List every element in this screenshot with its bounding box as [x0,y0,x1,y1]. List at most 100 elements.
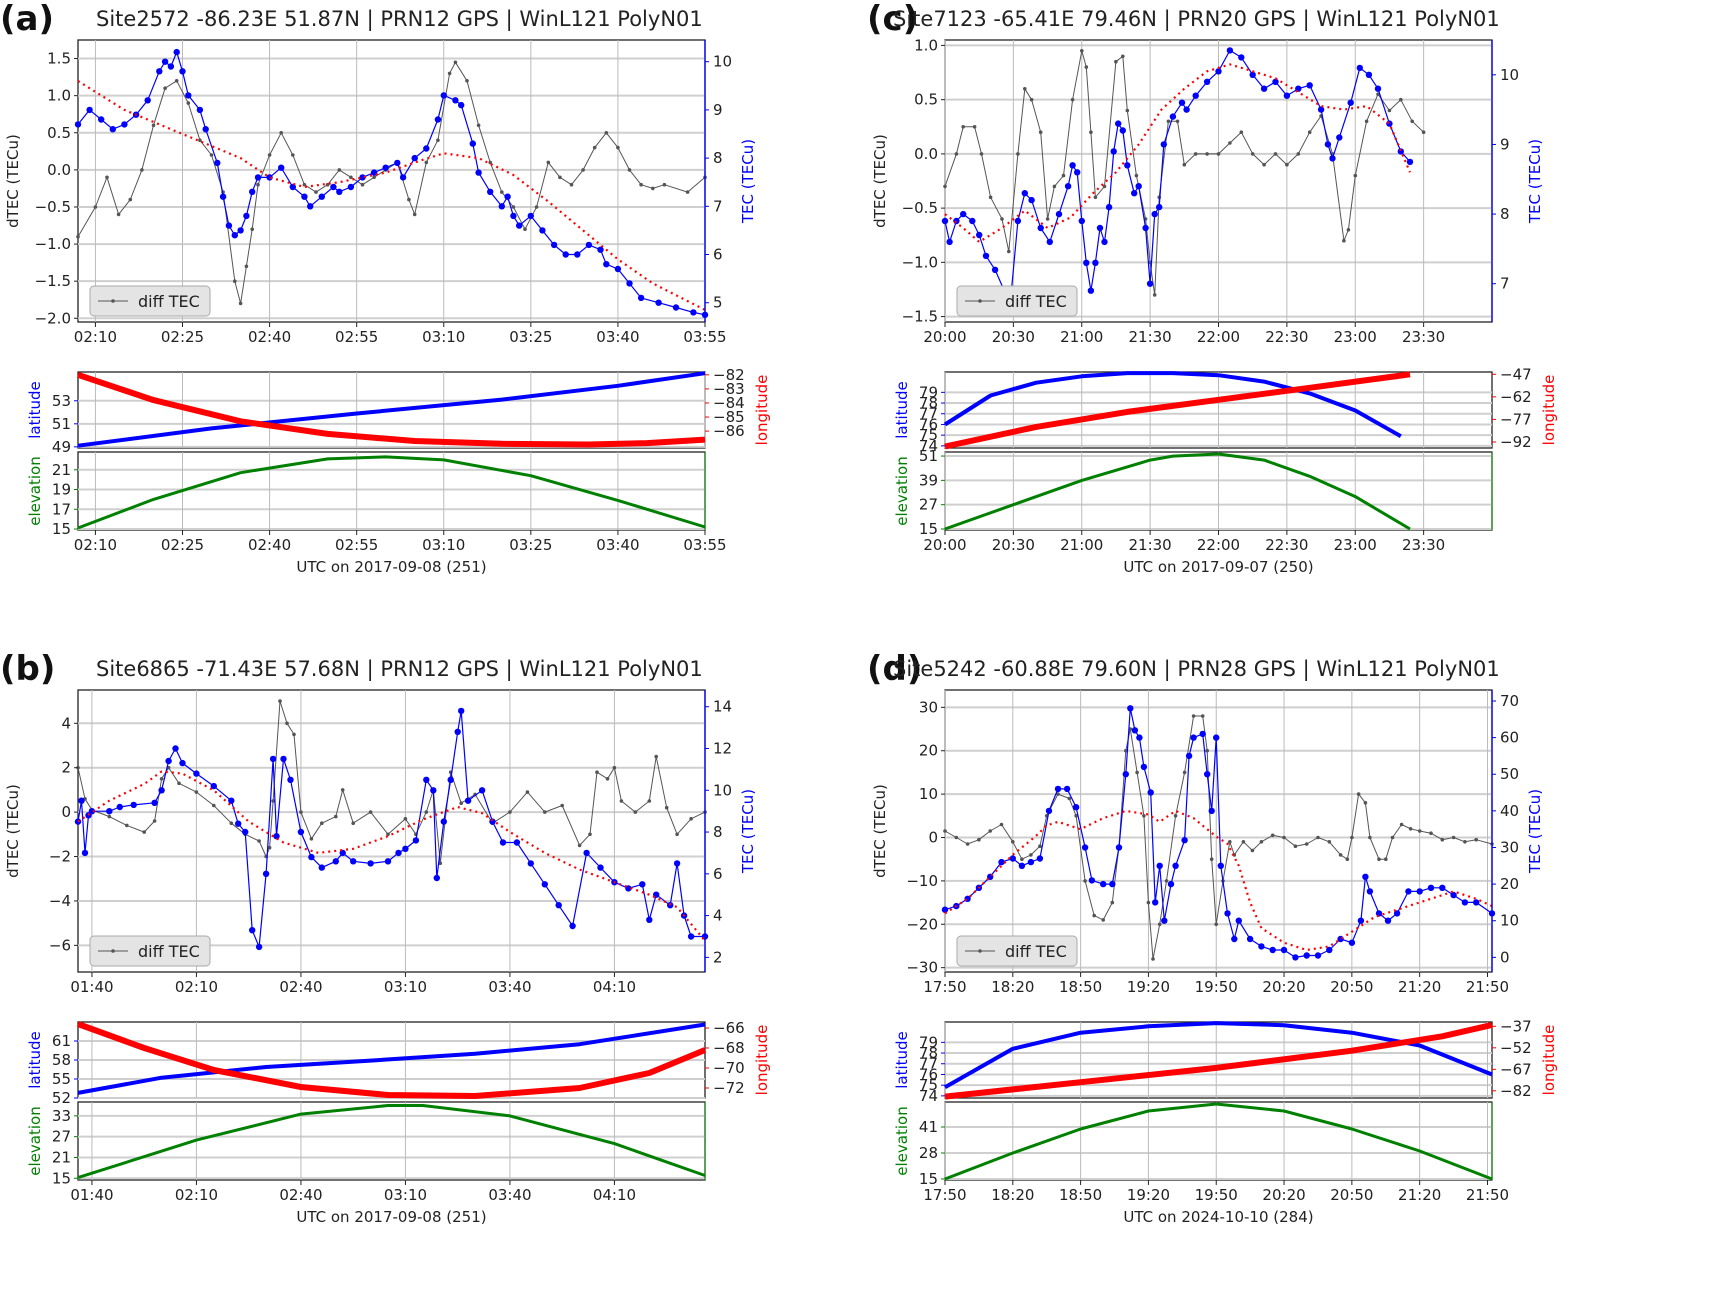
tec-point [235,820,242,827]
x-tick-label: 23:00 [1334,536,1377,554]
dtec-point [1209,857,1214,861]
tec-point [1110,148,1117,155]
tec-point [219,193,227,200]
tec-point [255,943,263,951]
dtec-axis-label: dTEC (TECu) [871,784,889,878]
tec-point [1374,85,1382,92]
tec-point [690,309,697,316]
dtec-point [256,182,260,187]
x-tick-label: 19:50 [1195,1186,1238,1204]
x-tick-label: 03:40 [596,328,639,346]
tec-point [452,97,459,104]
tec-point [1427,884,1435,891]
x-tick-label: 02:40 [248,536,291,554]
tec-point [585,241,593,249]
y-tick-label-right: 4 [713,907,723,925]
panel-a-svg: (a) Site2572 -86.23E 51.87N | PRN12 GPS |… [0,0,771,576]
tec-point [185,92,192,99]
y-tick-label-right: 9 [713,101,723,119]
dtec-point [107,814,112,819]
tec-point [1337,935,1344,943]
tec-axis-label: TEC (TECu) [1526,789,1544,874]
tec-point [167,63,175,70]
x-tick-label: 18:50 [1059,1186,1102,1204]
dtec-point [1451,835,1456,840]
y-tick-label: 0.5 [914,91,938,109]
x-tick-label: 17:50 [923,978,966,996]
panel-label: (d) [867,649,922,689]
longitude-axis-label: longitude [1540,375,1558,446]
dtec-point [1304,842,1309,846]
dtec-point [508,810,512,814]
y-tick-label-right: 70 [1500,692,1519,710]
dtec-point [1216,152,1221,156]
y-tick-label-right: −68 [713,1039,745,1057]
tec-point [458,101,465,109]
x-tick-label: 19:20 [1127,1186,1170,1204]
tec-point [1135,183,1142,190]
tec-point [574,251,581,258]
tec-point [555,902,562,909]
dtec-point [93,205,98,209]
y-tick-label-right: 6 [713,246,723,264]
tec-point [1088,877,1096,884]
legend-label: diff TEC [1005,292,1067,311]
y-tick-label: −4 [49,892,71,910]
dtec-point [279,131,284,135]
tec-point [1215,68,1222,75]
y-tick-label-right: 8 [1500,205,1510,223]
dtec-point [372,175,376,180]
y-tick-label: 41 [919,1118,938,1136]
tec-point [249,927,256,934]
dtec-point [1146,900,1151,905]
elevation-axis-label: elevation [26,1106,44,1175]
dtec-point [619,799,624,803]
dtec-point [116,212,121,217]
dtec-point [278,699,282,703]
dtec-point [1121,54,1125,59]
dtec-point [140,168,144,172]
dtec-point [1363,801,1368,805]
tec-point [1238,54,1245,61]
tec-point [179,759,186,767]
tec-point [1356,64,1363,72]
dtec-axis-label: dTEC (TECu) [4,784,22,878]
dtec-point [612,765,617,770]
dtec-point [1142,814,1146,818]
legend-marker-icon [978,299,982,303]
tec-point [1092,259,1099,266]
y-tick-label-right: −52 [1500,1039,1532,1057]
dtec-point [436,138,440,142]
dtec-point [198,138,202,142]
dtec-point [689,817,693,821]
dtec-point [1250,152,1255,156]
tec-point [1224,910,1231,917]
tec-point [1167,880,1175,888]
tec-point [98,116,105,123]
tec-point [1131,727,1139,734]
legend: diff TEC [89,285,211,317]
dtec-point [1342,238,1346,243]
tec-point [1314,952,1322,959]
legend-label: diff TEC [1005,942,1067,961]
dtec-point [424,160,429,165]
tec-point [156,68,163,75]
tec-point [998,858,1005,866]
tec-point [86,106,93,114]
y-tick-label-right: 8 [713,823,723,841]
dtec-point [1262,162,1266,167]
y-tick-label: −2.0 [35,309,71,327]
y-tick-label: 20 [919,742,938,760]
y-tick-label: 30 [919,698,938,716]
dtec-point [595,770,599,774]
elevation-line [944,1102,1493,1181]
dtec-point [1417,829,1422,833]
tec-point [1078,217,1085,225]
y-tick-label-right: −77 [1500,410,1532,428]
x-tick-label: 19:50 [1195,978,1238,996]
tec-point [1018,862,1026,869]
y-tick-label: 1.0 [914,36,938,54]
dtec-point [309,837,314,841]
y-tick-label-right: 60 [1500,729,1519,747]
tec-point [1324,141,1332,148]
